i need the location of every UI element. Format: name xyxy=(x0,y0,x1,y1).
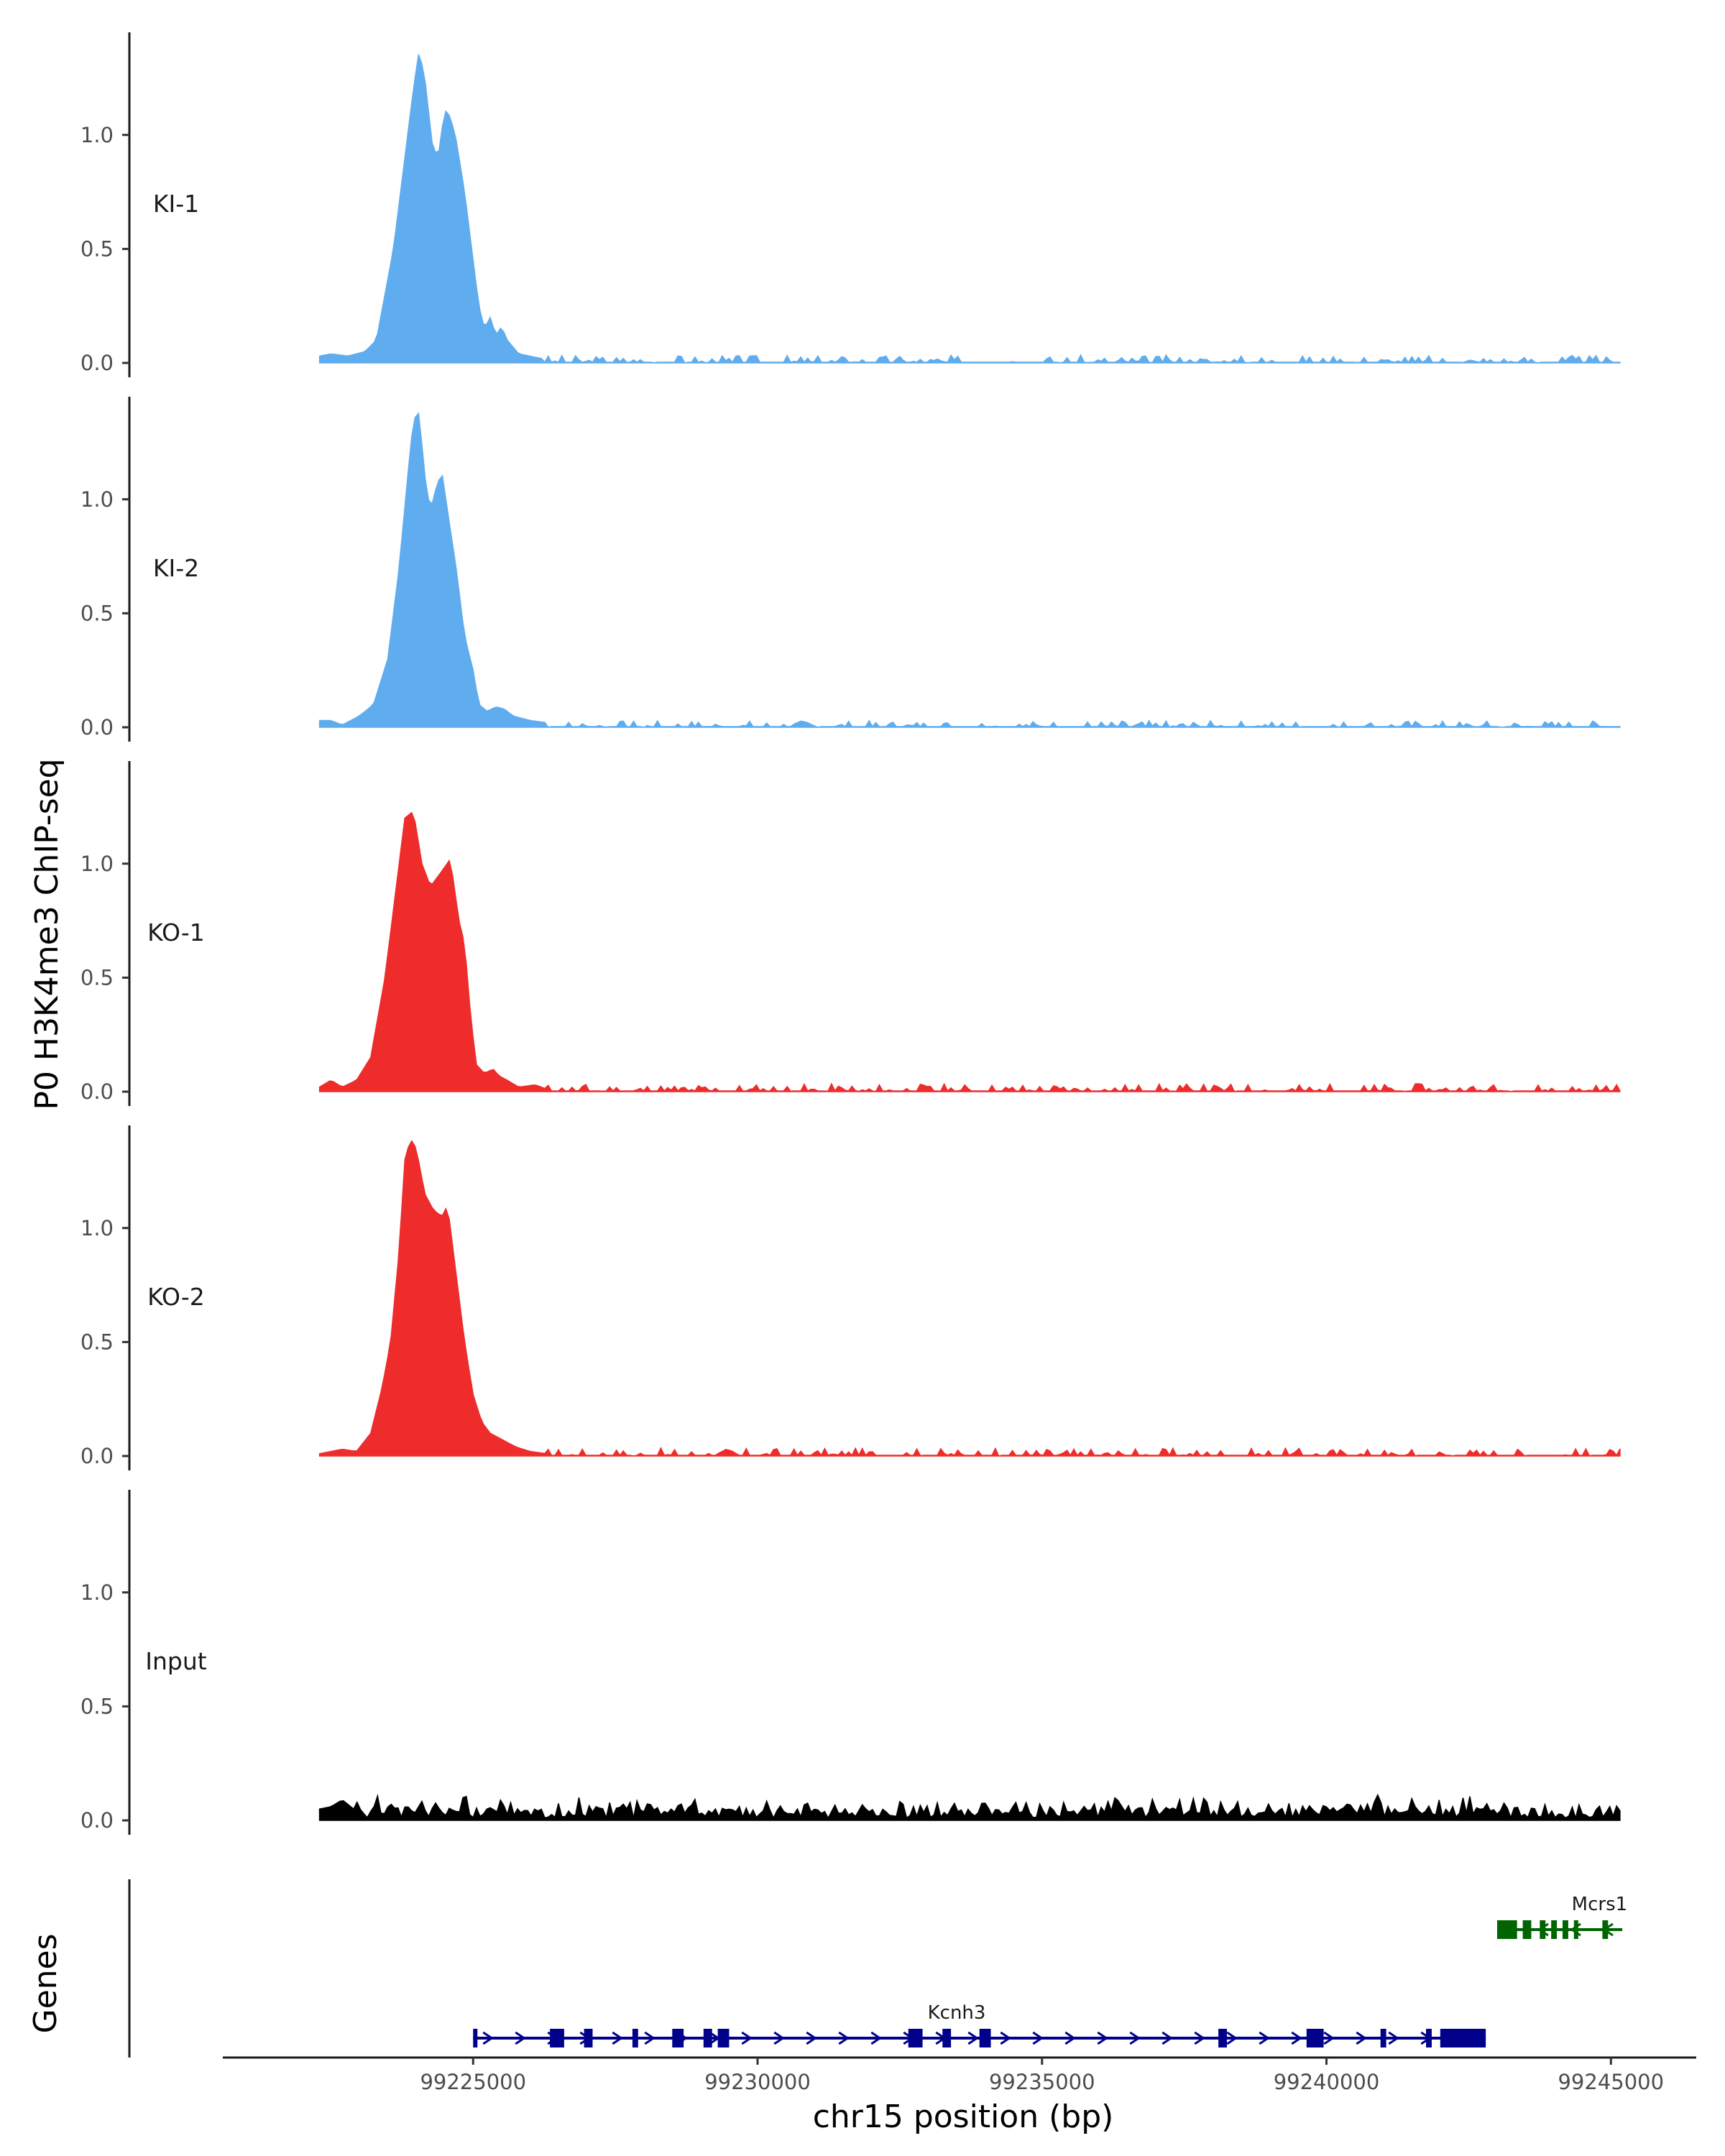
y-tick-label: 0.0 xyxy=(80,351,114,375)
gene-exon xyxy=(1496,1920,1517,1939)
track-label-ki-1: KI-1 xyxy=(153,190,199,218)
gene-exon xyxy=(942,2029,952,2047)
track-label-input: Input xyxy=(145,1647,207,1675)
x-tick-label: 99230000 xyxy=(704,2070,811,2094)
gene-exon xyxy=(1540,1920,1546,1939)
y-tick-label: 0.0 xyxy=(80,1444,114,1468)
track-ki-2: 0.0 0.5 1.0 KI-2 xyxy=(80,397,1621,742)
strand-arrow xyxy=(838,2031,850,2045)
strand-arrow xyxy=(870,2031,882,2045)
gene-exon xyxy=(1562,1920,1568,1939)
coverage-tracks: 0.00.51.0KI-10.00.51.0KI-20.00.51.0KO-10… xyxy=(80,32,1621,1835)
gene-exon xyxy=(1426,2029,1432,2047)
coverage-area xyxy=(318,54,1621,364)
gene-exon xyxy=(979,2029,991,2047)
y-tick-label: 0.0 xyxy=(80,1079,114,1104)
genes-panel-title: Genes xyxy=(27,1933,64,2033)
x-tick-label: 99235000 xyxy=(989,2070,1095,2094)
strand-arrow xyxy=(482,2031,494,2045)
coverage-area xyxy=(318,1140,1621,1457)
y-axis-title: P0 H3K4me3 ChIP-seq xyxy=(29,758,65,1110)
gene-exon xyxy=(1380,2029,1386,2047)
y-tick-label: 1.0 xyxy=(80,123,114,147)
strand-arrow xyxy=(806,2031,817,2045)
gene-exon xyxy=(1306,2029,1324,2047)
y-tick-label: 0.5 xyxy=(80,965,114,990)
strand-arrow xyxy=(1000,2031,1011,2045)
track-label-ko-2: KO-2 xyxy=(147,1283,205,1311)
strand-arrow xyxy=(1097,2031,1108,2045)
y-tick-label: 0.5 xyxy=(80,236,114,261)
strand-arrow xyxy=(741,2031,753,2045)
strand-arrow xyxy=(1356,2031,1367,2045)
gene-exon xyxy=(1602,1920,1609,1939)
x-tick-label: 99225000 xyxy=(420,2070,526,2094)
gene-label-kcnh3: Kcnh3 xyxy=(928,2002,986,2024)
strand-arrow xyxy=(1388,2031,1399,2045)
strand-arrow xyxy=(1032,2031,1044,2045)
gene-exon xyxy=(473,2029,478,2047)
track-ki-1: 0.0 0.5 1.0 KI-1 xyxy=(80,32,1621,377)
gene-exon xyxy=(584,2029,593,2047)
y-tick-label: 1.0 xyxy=(80,1580,114,1605)
track-label-ki-2: KI-2 xyxy=(153,554,199,582)
strand-arrow xyxy=(1259,2031,1270,2045)
x-tick-label: 99245000 xyxy=(1558,2070,1664,2094)
y-tick-label: 0.0 xyxy=(80,1808,114,1833)
y-tick-label: 0.5 xyxy=(80,1694,114,1718)
gene-exon xyxy=(550,2029,564,2047)
gene-exon xyxy=(717,2029,730,2047)
gene-mcrs1: Mcrs1 xyxy=(1496,1894,1628,1939)
x-axis: 99225000 99230000 99235000 99240000 99245000 xyxy=(223,2056,1696,2094)
gene-label-mcrs1: Mcrs1 xyxy=(1572,1894,1628,1915)
strand-arrow xyxy=(1291,2031,1302,2045)
track-ko-1: 0.0 0.5 1.0 KO-1 xyxy=(80,761,1621,1106)
gene-kcnh3: Kcnh3 xyxy=(473,2002,1486,2047)
strand-arrow xyxy=(967,2031,979,2045)
x-axis-title: chr15 position (bp) xyxy=(813,2099,1114,2135)
gene-exon xyxy=(1551,1920,1558,1939)
strand-arrow xyxy=(1162,2031,1173,2045)
gene-exon xyxy=(1218,2029,1228,2047)
gene-exon xyxy=(908,2029,923,2047)
gene-exon xyxy=(1573,1920,1578,1939)
strand-arrow xyxy=(1323,2031,1335,2045)
y-tick-label: 0.5 xyxy=(80,1330,114,1354)
gene-annotation-panel: Kcnh3 Mcrs1 xyxy=(128,1879,1628,2058)
y-tick-label: 1.0 xyxy=(80,487,114,512)
gene-exon xyxy=(703,2029,712,2047)
strand-arrow xyxy=(612,2031,623,2045)
strand-arrow xyxy=(1226,2031,1238,2045)
coverage-area xyxy=(318,1793,1621,1821)
strand-arrow xyxy=(515,2031,526,2045)
y-tick-label: 1.0 xyxy=(80,852,114,876)
strand-arrow xyxy=(1194,2031,1205,2045)
y-tick-label: 0.0 xyxy=(80,715,114,740)
y-tick-label: 1.0 xyxy=(80,1216,114,1240)
y-tick-label: 0.5 xyxy=(80,601,114,625)
track-label-ko-1: KO-1 xyxy=(147,918,205,946)
strand-arrow xyxy=(773,2031,785,2045)
gene-exon xyxy=(632,2029,638,2047)
track-input: 0.0 0.5 1.0 Input xyxy=(80,1490,1621,1835)
gene-exon xyxy=(1522,1920,1532,1939)
gene-exon xyxy=(1440,2029,1486,2047)
strand-arrow xyxy=(1064,2031,1076,2045)
strand-arrow xyxy=(644,2031,656,2045)
track-ko-2: 0.0 0.5 1.0 KO-2 xyxy=(80,1125,1621,1470)
x-tick-label: 99240000 xyxy=(1274,2070,1380,2094)
gene-exon xyxy=(672,2029,684,2047)
coverage-area xyxy=(318,811,1621,1092)
strand-arrow xyxy=(1129,2031,1141,2045)
coverage-area xyxy=(318,412,1621,728)
